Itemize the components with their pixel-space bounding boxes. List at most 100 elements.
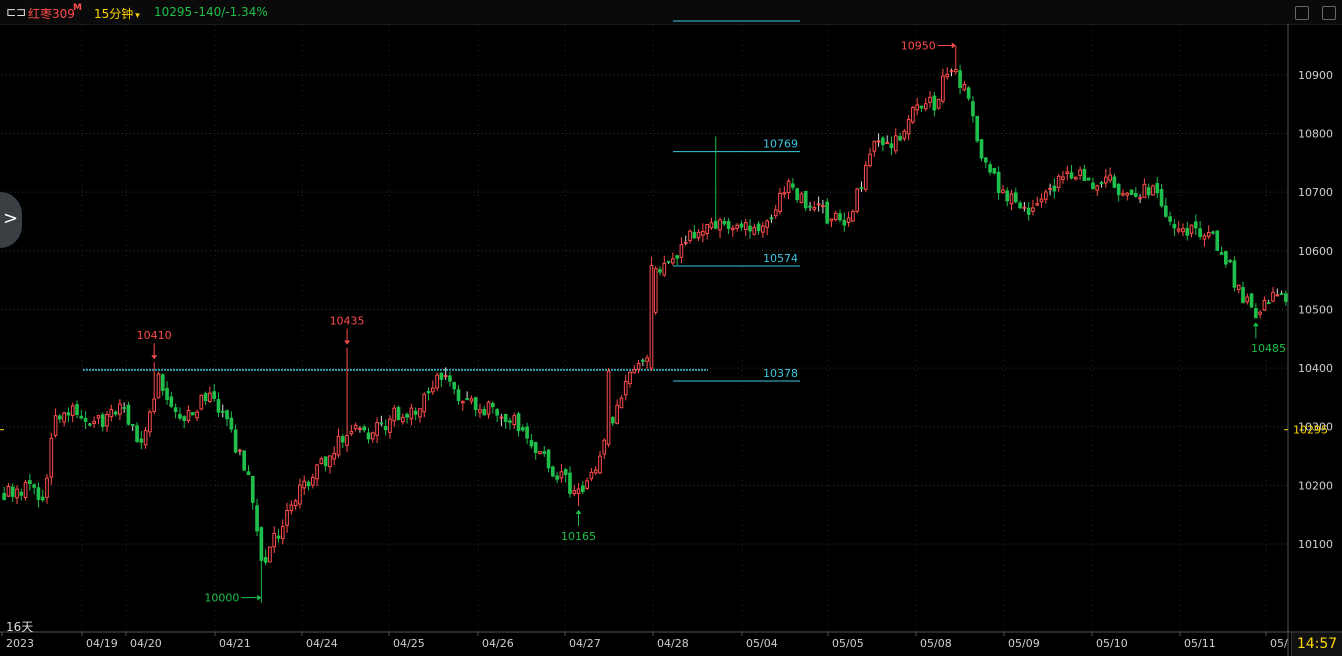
candle (242, 450, 247, 472)
main-contract-badge: M (73, 3, 82, 13)
candle-body (276, 535, 281, 539)
candle (752, 223, 757, 236)
candle (521, 424, 525, 432)
candle-body (1202, 235, 1207, 240)
candle (310, 473, 315, 489)
candle-body (169, 396, 174, 407)
candle-body (469, 398, 474, 402)
candle (285, 502, 289, 533)
candle-body (782, 192, 787, 195)
candle (1258, 310, 1262, 319)
candle-body (911, 106, 915, 123)
candle (1142, 178, 1147, 198)
candle (135, 422, 139, 443)
candle-body (1266, 302, 1271, 305)
candle-body (478, 409, 482, 413)
candle-body (568, 472, 572, 494)
candle (859, 181, 864, 192)
candle-body (1224, 251, 1228, 265)
candle-body (889, 143, 894, 149)
candle (971, 96, 975, 123)
candle-body (615, 404, 619, 424)
expand-panel-button[interactable]: > (0, 192, 22, 248)
candle-body (752, 226, 757, 235)
candle (430, 380, 435, 395)
candle-body (735, 224, 739, 229)
candle-body (100, 414, 105, 427)
candle-body (289, 504, 294, 511)
candle-body (426, 391, 431, 394)
candle-body (212, 391, 217, 399)
candle (1279, 290, 1284, 296)
x-tick-label: 04/25 (393, 637, 425, 650)
candle (1215, 230, 1220, 252)
candle (555, 472, 559, 484)
candle (962, 81, 967, 92)
candle-body (906, 118, 911, 135)
chevron-down-icon: ▾ (135, 11, 140, 21)
layout-toggle-icon[interactable]: ⊏⊐ (6, 5, 27, 19)
candle-body (182, 416, 187, 421)
candle (1151, 184, 1155, 196)
candle-body (409, 407, 414, 420)
candle (263, 549, 268, 566)
candle-body (538, 451, 542, 455)
candle-body (1013, 192, 1018, 203)
y-tick-label: 10600 (1298, 245, 1333, 258)
candle (1103, 169, 1108, 188)
annotation-label: 10950 (901, 40, 936, 53)
x-tick-label: 05/05 (832, 637, 864, 650)
candle-body (971, 101, 975, 117)
candle (422, 392, 427, 418)
candle-body (923, 103, 928, 110)
candle (15, 485, 19, 505)
level-label: 10769 (763, 138, 798, 151)
candle (229, 411, 234, 433)
candle-body (53, 415, 58, 436)
chart-tools (1287, 5, 1336, 24)
candle-body (1155, 183, 1160, 194)
candle-body (435, 374, 439, 389)
candle-body (941, 75, 945, 102)
price-annotation: 10435 (330, 315, 365, 345)
candle (876, 133, 881, 147)
candle-body (932, 95, 937, 111)
current-price-label: 10295 (1293, 424, 1328, 437)
candle-body (555, 475, 559, 480)
candle (726, 217, 731, 235)
candle (786, 178, 791, 199)
candle (53, 408, 58, 438)
candle (671, 252, 675, 266)
x-tick-label: 05/11 (1184, 637, 1216, 650)
candle (1099, 181, 1104, 188)
candle (246, 465, 251, 476)
candle (769, 214, 774, 223)
candle (525, 422, 529, 445)
candle-body (96, 415, 101, 419)
candle (238, 448, 242, 456)
candle-body (1043, 191, 1048, 200)
candle-body (1022, 206, 1027, 209)
symbol-label[interactable]: 红枣309 (28, 7, 75, 21)
candle-body (859, 187, 864, 190)
candle-body (392, 407, 397, 422)
candle-body (233, 429, 238, 453)
candle (178, 407, 182, 421)
candle-body (718, 219, 722, 231)
candle (328, 455, 332, 474)
chart-settings-icon[interactable] (1294, 6, 1309, 20)
candle-body (178, 413, 182, 419)
x-tick-label: 05/ (1270, 637, 1288, 650)
candle-body (593, 469, 598, 474)
maximize-icon[interactable] (1322, 6, 1336, 20)
period-selector[interactable]: 15分钟 ▾ (94, 5, 140, 22)
candle-body (263, 557, 268, 563)
candle-body (19, 491, 24, 496)
candle (1164, 197, 1168, 219)
candle-body (1168, 216, 1172, 222)
candle-body (246, 471, 251, 476)
candle (906, 115, 911, 141)
candle (885, 135, 890, 145)
candle-body (868, 153, 872, 167)
